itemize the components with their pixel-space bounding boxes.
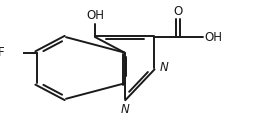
Text: N: N: [120, 103, 129, 116]
Text: OH: OH: [86, 9, 104, 22]
Text: N: N: [160, 61, 169, 74]
Text: F: F: [0, 46, 5, 59]
Text: O: O: [174, 5, 183, 18]
Text: OH: OH: [204, 31, 223, 44]
